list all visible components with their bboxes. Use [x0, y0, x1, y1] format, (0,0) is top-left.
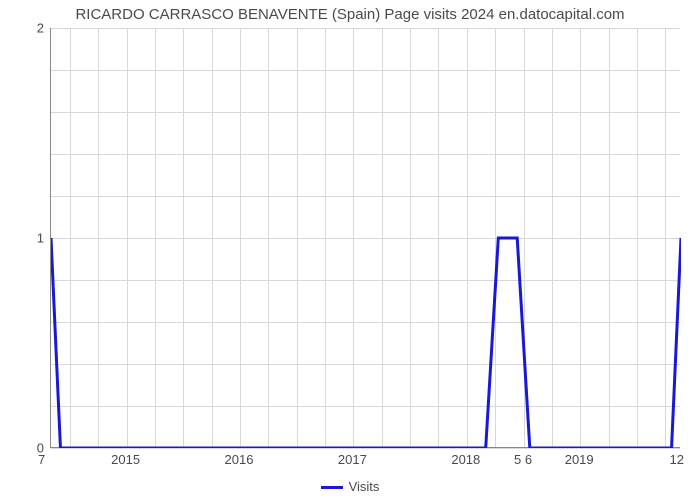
legend: Visits [0, 479, 700, 494]
chart-container: 012 20152016201720182019 7 5 6 12 [50, 28, 680, 448]
grid-line-h [51, 448, 680, 449]
x-tick-label: 2019 [565, 452, 594, 467]
corner-bottom-right: 5 6 [514, 452, 532, 467]
x-tick-label: 2017 [338, 452, 367, 467]
corner-top-right: 12 [670, 452, 684, 467]
y-tick-label: 1 [37, 231, 44, 246]
legend-label: Visits [349, 479, 380, 494]
visits-line [51, 28, 681, 448]
chart-title: RICARDO CARRASCO BENAVENTE (Spain) Page … [0, 0, 700, 23]
corner-bottom-left: 7 [38, 452, 45, 467]
x-tick-label: 2016 [225, 452, 254, 467]
y-tick-label: 2 [37, 21, 44, 36]
x-tick-label: 2018 [451, 452, 480, 467]
legend-swatch [321, 486, 343, 489]
plot-area [50, 28, 680, 448]
x-tick-label: 2015 [111, 452, 140, 467]
